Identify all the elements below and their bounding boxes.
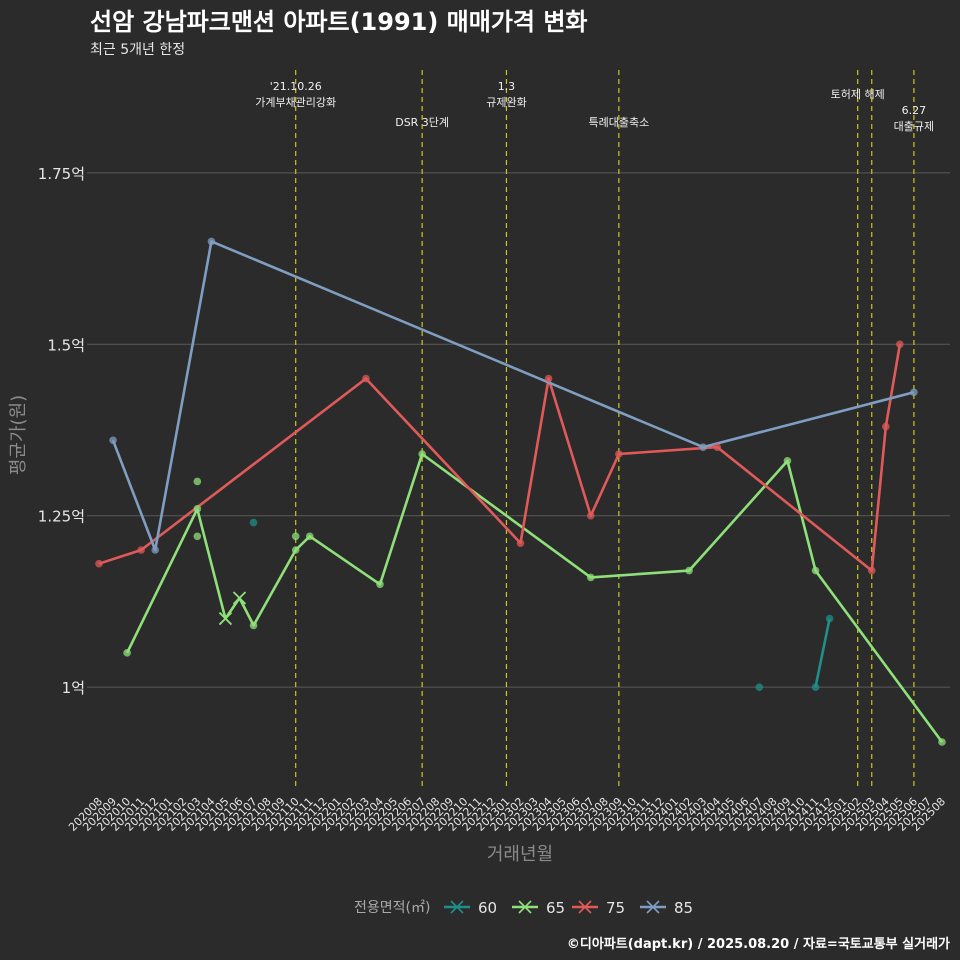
event-label-line: 6.27 bbox=[902, 104, 927, 117]
data-point-85 bbox=[699, 443, 707, 451]
chart-subtitle: 최근 5개년 한정 bbox=[90, 42, 185, 58]
series-line-60 bbox=[814, 618, 831, 688]
event-label-line: 규제완화 bbox=[486, 96, 526, 109]
legend-label-85: 85 bbox=[674, 899, 693, 917]
data-point-75 bbox=[544, 374, 553, 383]
data-point-65 bbox=[811, 566, 820, 575]
data-point-75 bbox=[516, 539, 525, 547]
event-label-line: 토허제 해제 bbox=[831, 87, 885, 101]
data-point-85 bbox=[207, 237, 216, 246]
legend-marker-60 bbox=[450, 900, 464, 914]
data-point-75 bbox=[95, 559, 103, 568]
y-tick-label: 1.75억 bbox=[38, 165, 85, 183]
data-point-65 bbox=[291, 546, 300, 554]
data-point-85 bbox=[151, 546, 159, 554]
data-point-75 bbox=[137, 546, 145, 554]
event-label-line: 1.3 bbox=[498, 80, 516, 93]
y-axis-ticks: 1억 1.25억 1.5억 1.75억 bbox=[38, 165, 85, 697]
event-label: 토허제 해제 bbox=[831, 87, 885, 101]
data-point-65 bbox=[193, 505, 202, 513]
x-axis-title: 거래년월 bbox=[487, 844, 553, 865]
series-line-85 bbox=[111, 240, 915, 552]
event-label-line: 대출규제 bbox=[894, 120, 934, 133]
series-lines bbox=[98, 240, 944, 743]
data-point-65 bbox=[249, 621, 258, 630]
data-point-60 bbox=[755, 683, 764, 691]
event-label: '21.10.26 가계부채관리강화 bbox=[255, 80, 336, 109]
y-tick-label: 1.5억 bbox=[47, 336, 85, 354]
data-point-75 bbox=[713, 443, 721, 451]
data-point-60 bbox=[249, 518, 258, 527]
caption: ©디아파트(dapt.kr) / 2025.08.20 / 자료=국토교통부 실… bbox=[567, 936, 950, 952]
data-point-x-65 bbox=[218, 611, 233, 626]
grid-lines bbox=[87, 172, 950, 688]
y-tick-label: 1억 bbox=[62, 679, 85, 697]
legend-marker-75 bbox=[578, 900, 592, 914]
data-point-60 bbox=[825, 614, 834, 623]
data-point-85 bbox=[109, 436, 117, 445]
event-label-line: DSR 3단계 bbox=[395, 116, 449, 129]
data-points bbox=[95, 237, 946, 746]
y-tick-label: 1.25억 bbox=[38, 508, 85, 526]
event-label: 6.27 대출규제 bbox=[894, 104, 934, 133]
data-point-75 bbox=[615, 450, 623, 458]
event-label-line: '21.10.26 bbox=[270, 80, 322, 93]
data-point-65 bbox=[938, 738, 946, 746]
legend-label-65: 65 bbox=[546, 899, 565, 917]
legend-label-60: 60 bbox=[478, 899, 497, 917]
legend-title: 전용면적(㎡) bbox=[354, 900, 430, 916]
data-point-65 bbox=[305, 532, 314, 541]
event-label: 특례대출축소 bbox=[588, 116, 649, 129]
data-point-60 bbox=[811, 683, 820, 691]
data-point-x-65 bbox=[232, 591, 247, 605]
data-point-65 bbox=[376, 580, 384, 589]
event-label: DSR 3단계 bbox=[395, 116, 449, 129]
data-point-65 bbox=[193, 477, 202, 486]
data-point-65 bbox=[291, 532, 300, 541]
series-line-65 bbox=[125, 452, 944, 743]
data-point-75 bbox=[586, 511, 595, 520]
data-point-75 bbox=[362, 374, 370, 383]
event-label-line: 가계부채관리강화 bbox=[255, 96, 336, 109]
data-point-75 bbox=[867, 566, 876, 575]
data-point-65 bbox=[123, 649, 131, 657]
data-point-65 bbox=[685, 566, 693, 575]
data-point-75 bbox=[896, 340, 904, 349]
x-axis-ticks: 2020082020092020102020112020122021012021… bbox=[66, 795, 948, 834]
event-label-line: 특례대출축소 bbox=[588, 116, 649, 129]
data-point-65 bbox=[418, 450, 426, 458]
legend-marker-65 bbox=[518, 900, 532, 914]
series-line-75 bbox=[98, 344, 902, 572]
chart-title: 선암 강남파크맨션 아파트(1991) 매매가격 변화 bbox=[90, 8, 588, 36]
data-point-65 bbox=[783, 457, 792, 465]
event-label: 1.3 규제완화 bbox=[486, 80, 526, 109]
data-point-75 bbox=[882, 422, 890, 431]
legend-marker-85 bbox=[646, 900, 660, 914]
y-axis-title: 평균가(원) bbox=[8, 395, 29, 475]
data-point-65 bbox=[193, 532, 202, 541]
legend-label-75: 75 bbox=[606, 899, 625, 917]
legend: 전용면적(㎡) 60 65 75 85 bbox=[354, 899, 693, 917]
data-point-85 bbox=[910, 388, 918, 397]
data-point-65 bbox=[586, 573, 595, 582]
